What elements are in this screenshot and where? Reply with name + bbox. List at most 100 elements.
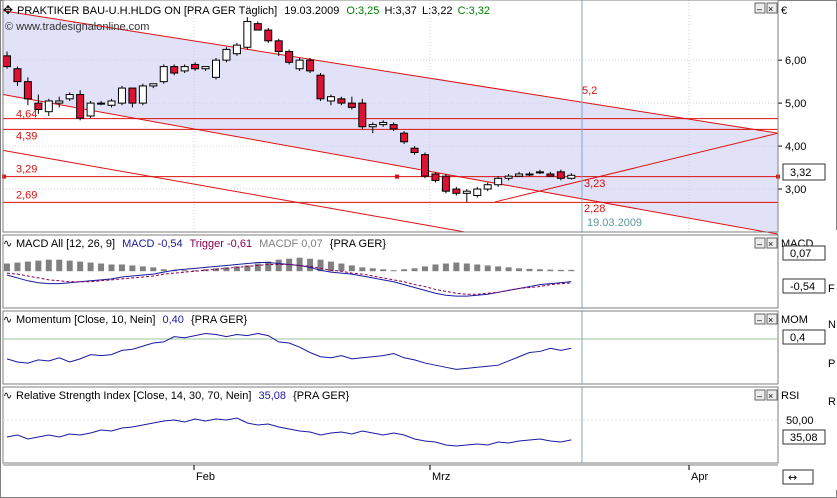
time-label-feb: Feb <box>196 471 215 483</box>
minimize-button[interactable] <box>754 2 766 14</box>
channel-label: 3,23 <box>584 178 605 190</box>
candle <box>117 85 126 106</box>
price-tick-label: 3,00 <box>785 184 806 196</box>
price-grid <box>3 0 778 232</box>
candle <box>149 83 158 89</box>
candle <box>368 122 377 134</box>
watermark: © www.tradesignalonline.com <box>5 21 149 33</box>
candle <box>546 171 555 177</box>
momentum-value-tag: 0,4 <box>790 332 805 344</box>
macd-close-icon: × <box>768 239 773 249</box>
macd-value-tag-1: 0,07 <box>790 248 811 260</box>
macdf-bar <box>536 269 543 272</box>
rsi-crosshair-icon[interactable]: ∿ <box>3 390 12 402</box>
candle <box>180 64 189 74</box>
candle <box>159 64 168 84</box>
macdf-bar <box>150 267 157 272</box>
macdf-bar <box>390 270 397 272</box>
candle <box>274 38 283 56</box>
macd-crosshair-icon[interactable]: ∿ <box>3 238 12 250</box>
candle <box>326 94 335 106</box>
rsi-close-button[interactable] <box>766 389 778 401</box>
price-tick-label: 6,00 <box>785 55 806 67</box>
channel-outer-line <box>2 149 466 233</box>
rsi-tag-box <box>782 429 826 445</box>
macdf-bar <box>139 266 146 272</box>
candle <box>452 186 461 196</box>
time-label-mrz: Mrz <box>432 471 450 483</box>
macdf-bar <box>474 264 481 272</box>
candle <box>44 98 53 116</box>
macdf-bar <box>66 260 73 272</box>
macdf-bar <box>233 266 240 272</box>
level-handle[interactable] <box>395 174 399 179</box>
momentum-tag-box <box>782 329 826 345</box>
close-button[interactable] <box>766 2 778 14</box>
macdf-bar <box>244 265 251 272</box>
minimize-icon: – <box>757 4 762 14</box>
close-icon: × <box>768 4 773 14</box>
level-labels: 4,64 4,39 3,29 2,69 5,2 3,23 2,28 19.03.2009 <box>16 85 642 229</box>
fan-line <box>494 132 779 203</box>
macdf-bar <box>369 268 376 272</box>
scroll-arrows-icon[interactable]: ↔ <box>788 471 797 484</box>
candle <box>201 66 210 71</box>
macdf-bar <box>108 264 115 272</box>
level-handle[interactable] <box>2 174 6 179</box>
macdf-bar <box>254 263 261 272</box>
macd-plot-area[interactable] <box>2 234 779 309</box>
currency-label: € <box>781 5 787 17</box>
last-price-tag: 3,32 <box>790 167 811 179</box>
candle <box>410 146 419 155</box>
candle <box>264 27 273 43</box>
price-tick-label: 4,00 <box>785 141 806 153</box>
macdf-bar <box>35 260 42 272</box>
macdf-bar <box>411 268 418 272</box>
macd-minimize-button[interactable] <box>754 237 766 249</box>
candle <box>128 87 137 108</box>
momentum-minimize-icon: – <box>757 315 762 325</box>
macdf-bar <box>265 261 272 272</box>
fragment-p: P <box>828 358 835 370</box>
macdf-bar <box>453 262 460 272</box>
level-label: 3,29 <box>16 164 37 176</box>
macdf-bar <box>202 269 209 272</box>
momentum-plot-area[interactable] <box>2 310 779 385</box>
fragment-n: N <box>828 319 836 331</box>
macdf-bar <box>348 265 355 272</box>
macdf-bar <box>4 263 10 272</box>
macdf-bar <box>181 270 188 272</box>
panel-controls: – × – × – × – × <box>754 2 778 401</box>
rsi-minimize-button[interactable] <box>754 389 766 401</box>
macdf-bar <box>495 266 502 272</box>
rsi-axis-label: RSI <box>781 390 799 402</box>
candle <box>23 77 32 106</box>
macdf-bar <box>192 270 199 272</box>
crosshair-icon[interactable]: ✥ <box>3 3 13 17</box>
candle <box>65 92 74 101</box>
rsi-plot-area[interactable] <box>2 386 779 464</box>
level-label: 4,39 <box>16 130 37 142</box>
candle <box>347 96 356 110</box>
price-axis: 3,00 4,00 5,00 6,00 <box>778 55 806 196</box>
scroll-handle[interactable] <box>782 469 814 485</box>
candle <box>389 122 398 132</box>
macdf-bar <box>14 262 21 272</box>
candle <box>97 100 106 106</box>
momentum-close-button[interactable] <box>766 313 778 325</box>
macdf-bar <box>463 263 470 272</box>
rsi-close-icon: × <box>768 391 773 401</box>
candle <box>55 96 64 108</box>
momentum-minimize-button[interactable] <box>754 313 766 325</box>
macdf-bar <box>401 269 408 272</box>
momentum-crosshair-icon[interactable]: ∿ <box>3 314 12 326</box>
candle <box>379 120 388 127</box>
candle <box>494 176 503 187</box>
candle <box>504 174 513 181</box>
rsi-tick-50: 50,00 <box>786 415 814 427</box>
candle <box>285 49 294 65</box>
candle <box>170 64 179 76</box>
macd-close-button[interactable] <box>766 237 778 249</box>
candle <box>483 182 492 192</box>
candle <box>107 98 116 108</box>
